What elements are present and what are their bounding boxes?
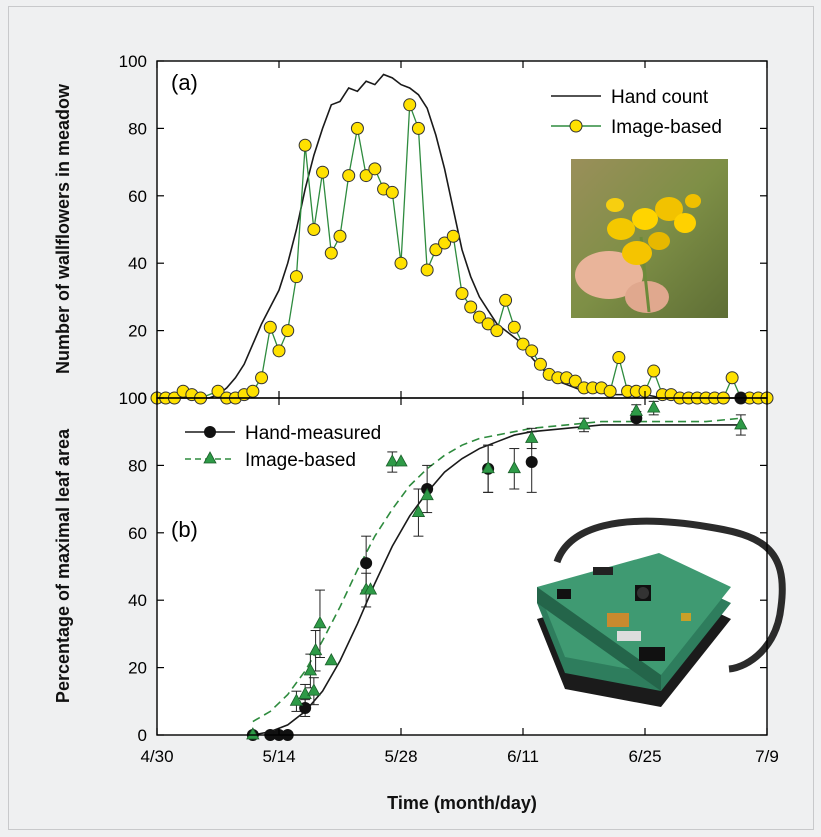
- legend-a-circle-marker: [569, 119, 583, 133]
- image-based-triangle: [420, 487, 434, 501]
- image-based-point: [281, 324, 295, 338]
- y-tick-label: 60: [128, 524, 147, 543]
- y-tick-label: 100: [119, 52, 147, 71]
- image-based-point: [263, 320, 277, 334]
- image-based-point: [246, 384, 260, 398]
- x-tick-label: 4/30: [140, 747, 173, 766]
- image-based-triangle: [289, 693, 304, 706]
- image-based-point: [350, 121, 364, 135]
- hand-measured-fit-line: [252, 424, 741, 736]
- image-based-triangle: [324, 653, 338, 666]
- y-tick-label: 100: [119, 389, 147, 408]
- panel-a-label: (a): [171, 70, 198, 95]
- image-based-triangle: [647, 400, 661, 413]
- legend-a-hand-count: Hand count: [611, 87, 709, 108]
- image-based-point: [211, 384, 225, 398]
- image-based-point: [289, 270, 303, 284]
- legend-a-image-based: Image-based: [611, 117, 722, 138]
- y-tick-label: 0: [138, 389, 147, 408]
- image-based-point: [420, 263, 434, 277]
- image-based-point: [333, 229, 347, 243]
- image-based-point: [272, 344, 286, 358]
- legend-b-image-based: Image-based: [245, 450, 356, 471]
- image-based-triangle: [303, 663, 318, 676]
- legend-panel-a: Hand count Image-based: [551, 87, 722, 138]
- x-tick-label: 5/14: [262, 747, 295, 766]
- sensor-board-photo-inset: [537, 517, 786, 707]
- image-based-triangle: [507, 460, 521, 474]
- image-based-point: [324, 246, 338, 260]
- image-based-point: [403, 98, 417, 112]
- image-based-triangle: [525, 430, 539, 443]
- image-based-point: [385, 185, 399, 199]
- image-based-point: [525, 344, 539, 358]
- hand-measured-point: [525, 456, 538, 469]
- y-tick-label: 80: [128, 456, 147, 475]
- image-based-point: [394, 256, 408, 270]
- x-tick-label: 7/9: [755, 747, 779, 766]
- image-based-point: [255, 371, 269, 385]
- panel-b-frame: [156, 397, 768, 736]
- x-tick-label: 5/28: [384, 747, 417, 766]
- panel-b-label: (b): [171, 517, 198, 542]
- image-based-triangle: [313, 615, 327, 629]
- image-based-point: [342, 169, 356, 183]
- image-based-triangle: [385, 454, 399, 467]
- image-based-triangle: [363, 582, 378, 595]
- image-based-triangle: [298, 686, 312, 699]
- y-tick-label: 60: [128, 187, 147, 206]
- image-based-point: [516, 337, 530, 351]
- image-based-triangle: [577, 417, 591, 430]
- image-based-triangle: [734, 417, 748, 430]
- image-based-point: [490, 324, 504, 338]
- hand-measured-point: [360, 557, 373, 570]
- legend-b-triangle-marker: [203, 451, 217, 464]
- image-based-point: [533, 357, 547, 371]
- image-based-triangle: [629, 403, 643, 416]
- image-based-point: [647, 364, 661, 378]
- image-based-point: [499, 293, 513, 307]
- image-based-point: [298, 138, 312, 152]
- image-based-point: [316, 165, 330, 179]
- figure-frame: 0 20 40 60 80 100 0 20 40 60 80 100 4/30 5/14 5/28 6/11…: [8, 6, 814, 830]
- image-based-triangle: [481, 460, 495, 474]
- image-based-triangle: [308, 642, 323, 656]
- image-based-point: [368, 162, 382, 176]
- image-based-point: [507, 320, 521, 334]
- image-based-point: [411, 121, 425, 135]
- panel-b-ylabel: Percentage of maximal leaf area: [53, 428, 73, 703]
- image-based-triangle: [411, 504, 426, 517]
- x-tick-label: 6/25: [628, 747, 661, 766]
- image-based-triangle: [307, 683, 321, 696]
- legend-b-circle-marker: [204, 426, 216, 438]
- image-based-point: [446, 229, 460, 243]
- image-based-point: [464, 300, 478, 314]
- legend-b-hand-measured: Hand-measured: [245, 423, 381, 444]
- image-based-point: [455, 287, 469, 301]
- image-based-triangle: [394, 454, 408, 467]
- image-based-point: [481, 317, 495, 331]
- image-based-point: [359, 169, 373, 183]
- y-tick-label: 80: [128, 119, 147, 138]
- image-based-point: [307, 223, 321, 236]
- image-based-point: [725, 371, 739, 385]
- x-tick-label: 6/11: [507, 747, 539, 766]
- image-based-point: [472, 310, 486, 324]
- panel-a-ylabel: Number of wallflowers in meadow: [53, 83, 73, 374]
- y-tick-label: 40: [128, 591, 147, 610]
- image-based-point: [603, 384, 617, 398]
- wallflower-photo-inset: [571, 159, 728, 318]
- image-based-point: [612, 351, 626, 365]
- legend-panel-b: Hand-measured Image-based: [185, 423, 381, 471]
- y-tick-label: 40: [128, 254, 147, 273]
- y-tick-label: 20: [128, 322, 147, 341]
- y-tick-label: 0: [138, 726, 147, 745]
- image-based-triangle: [246, 727, 260, 740]
- y-tick-label: 20: [128, 659, 147, 678]
- image-based-point: [429, 243, 443, 257]
- x-axis-label: Time (month/day): [387, 793, 537, 813]
- image-based-point: [568, 374, 582, 388]
- image-based-point: [438, 236, 452, 250]
